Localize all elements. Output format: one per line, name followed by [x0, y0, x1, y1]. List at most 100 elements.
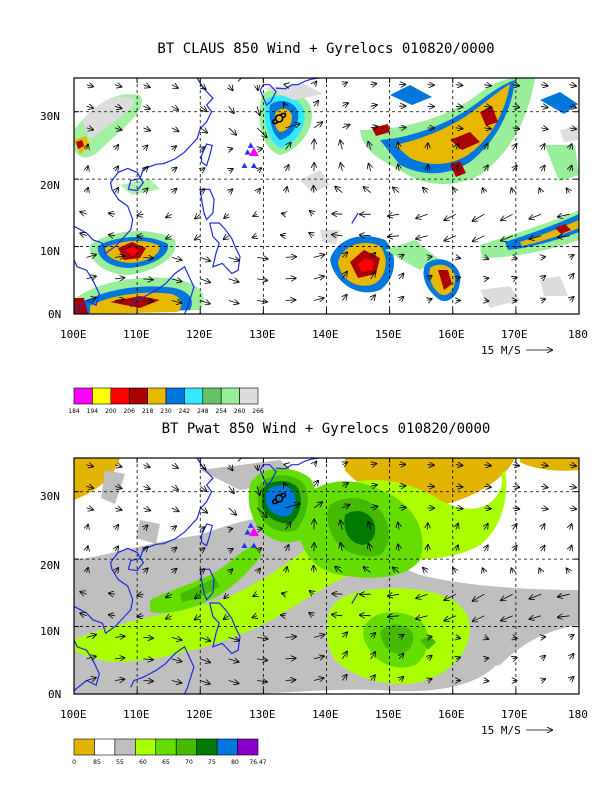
wind-vector — [399, 654, 403, 659]
wind-vector — [200, 257, 210, 261]
wind-vector — [114, 679, 124, 680]
wind-vector — [570, 635, 574, 638]
wind-vector — [228, 301, 239, 304]
wind-vector — [257, 569, 260, 573]
colorbar-swatch — [216, 738, 238, 756]
wind-vector — [570, 654, 574, 659]
wind-vector — [455, 465, 462, 466]
colorbar-label: 248 — [197, 408, 209, 415]
wind-vector — [423, 188, 428, 193]
wind-vector — [86, 678, 96, 681]
wind-vector — [257, 257, 268, 259]
colorbar-label: 60 — [139, 759, 147, 766]
colorbar-label: 194 — [87, 408, 99, 415]
wind-vector — [257, 529, 262, 530]
wind-vector — [143, 681, 152, 682]
panel2-axis-ticks — [73, 458, 580, 695]
colorbar-label: 80 — [231, 759, 239, 766]
wind-vector — [310, 211, 314, 214]
wind-vector — [393, 567, 400, 573]
lat-label: 0N — [48, 688, 61, 701]
panel2-gyre-locations — [241, 492, 287, 549]
wind-vector — [228, 106, 234, 113]
wind-vector — [313, 298, 324, 301]
lon-label: 130E — [249, 708, 276, 721]
colorbar-label: 184 — [68, 408, 80, 415]
wind-vector — [143, 568, 147, 572]
colorbar-swatch — [239, 387, 259, 405]
wind-vector — [569, 85, 577, 86]
wind-vector — [143, 279, 152, 280]
wind-vector — [416, 616, 428, 619]
wind-vector — [455, 128, 463, 129]
wind-vector — [541, 85, 548, 86]
wind-vector — [569, 128, 577, 129]
wind-vector — [143, 486, 149, 489]
wind-vector — [484, 546, 488, 552]
wind-vector — [228, 637, 239, 640]
wind-vector — [109, 235, 116, 236]
wind-vector — [87, 546, 88, 551]
wind-vector — [86, 465, 93, 467]
wind-vector — [428, 299, 432, 301]
wind-vector — [370, 485, 377, 487]
wind-vector — [368, 522, 370, 530]
lon-label: 170E — [501, 708, 528, 721]
wind-vector — [143, 465, 149, 468]
wind-vector — [484, 144, 488, 150]
wind-vector — [456, 257, 460, 258]
wind-vector — [370, 464, 377, 465]
colorbar-swatch — [114, 738, 136, 756]
wind-vector — [444, 235, 457, 241]
wind-vector — [541, 299, 545, 301]
wind-vector — [86, 656, 96, 659]
wind-vector — [200, 637, 210, 641]
wind-vector — [229, 169, 233, 171]
wind-vector — [341, 163, 343, 172]
vector-scale-label: 15 M/S — [481, 724, 521, 737]
wind-vector — [114, 256, 124, 257]
colorbar-swatch — [196, 738, 218, 756]
wind-vector — [172, 189, 177, 193]
wind-vector — [364, 567, 371, 573]
panel1-coastlines — [74, 78, 359, 314]
wind-vector — [86, 128, 94, 130]
wind-vector — [484, 166, 488, 172]
wind-vector — [200, 569, 204, 573]
wind-vector — [455, 85, 462, 86]
colorbar-swatch — [220, 387, 240, 405]
coastline — [275, 78, 319, 90]
wind-vector — [200, 527, 204, 529]
wind-vector — [253, 594, 257, 596]
wind-vector — [310, 591, 314, 594]
wind-vector — [399, 635, 403, 638]
coastline — [74, 259, 100, 312]
wind-vector — [342, 82, 347, 84]
wind-vector — [501, 235, 513, 241]
wind-vector — [285, 124, 300, 129]
wind-vector — [171, 128, 179, 131]
wind-vector — [541, 166, 545, 171]
panel2-colorbar: 0 85 55 60 65 70 75 80 76.47 — [72, 738, 267, 766]
wind-vector — [483, 568, 485, 572]
wind-vector — [200, 659, 210, 663]
wind-vector — [444, 593, 457, 600]
wind-vector — [281, 235, 286, 236]
wind-vector — [114, 636, 124, 637]
wind-vector — [115, 568, 118, 573]
wind-vector — [86, 255, 96, 258]
wind-vector — [143, 85, 149, 88]
panel1-gridlines — [74, 78, 579, 314]
wind-vector — [456, 144, 458, 150]
colorbar-swatch — [73, 387, 93, 405]
colorbar-swatch — [237, 738, 259, 756]
wind-vector — [332, 615, 343, 616]
wind-vector — [286, 165, 289, 172]
wind-vector — [143, 301, 152, 302]
wind-vector — [501, 213, 513, 220]
wind-vector — [115, 547, 118, 552]
colorbar-label: 85 — [93, 759, 101, 766]
wind-vector — [428, 257, 432, 258]
lon-label: 120E — [186, 328, 213, 341]
